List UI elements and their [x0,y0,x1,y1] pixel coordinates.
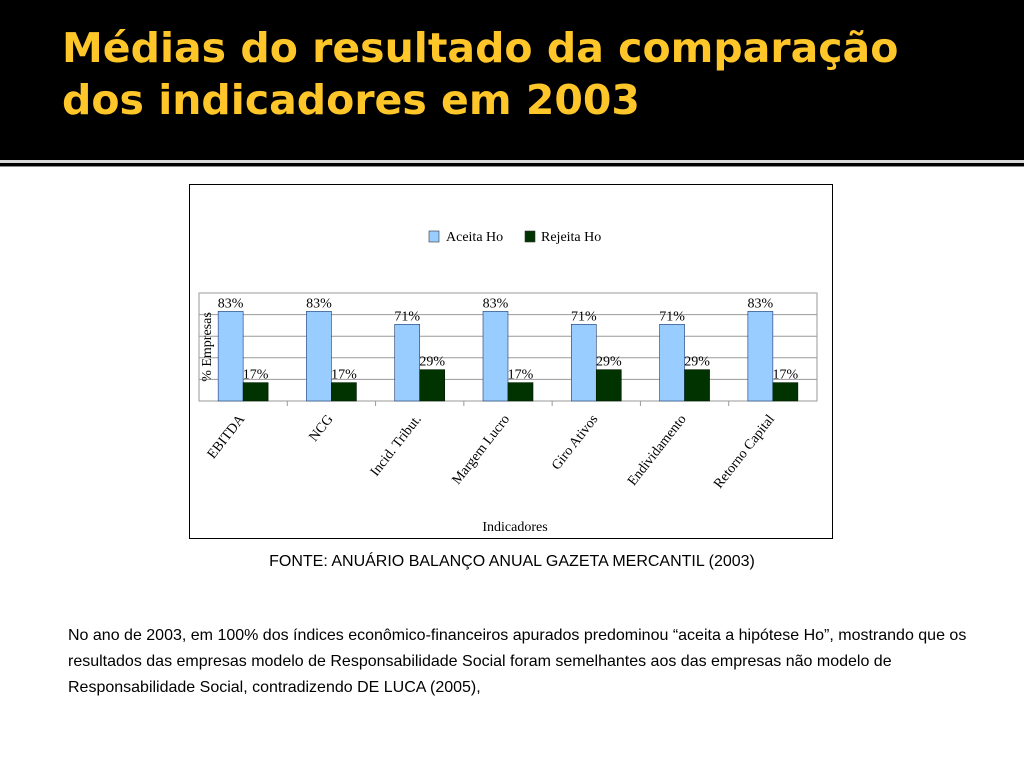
data-label: 83% [306,296,332,311]
bar-aceita [659,324,685,402]
title-line-2: dos indicadores em 2003 [62,76,640,124]
bar-rejeita [684,369,710,402]
data-label: 71% [394,309,420,324]
bar-rejeita [507,382,534,402]
legend-swatch-rejeita [524,230,536,243]
bar-aceita [482,311,509,402]
bar-rejeita [331,382,357,402]
data-label: 83% [483,296,509,311]
data-label: 17% [243,368,269,383]
x-tick-label: Incid. Tribut. [368,412,425,479]
slide-title: Médias do resultado da comparação dos in… [62,22,1002,126]
data-label: 29% [684,355,710,370]
bar-aceita [394,324,421,402]
bar-chart: 83% 17% EBITDA 83% 17% NCG 71% 29% Incid. Tribut… [198,230,818,535]
x-tick-label: NCG [307,412,337,445]
data-label: 71% [571,309,597,324]
body-paragraph: No ano de 2003, em 100% dos índices econ… [68,627,967,696]
title-divider-thin [0,166,1024,167]
data-label: 29% [596,355,622,370]
legend-label: Aceita Ho [446,230,503,245]
data-label: 17% [773,368,799,383]
bar-aceita [570,324,597,402]
data-label: 29% [419,355,445,370]
bar-rejeita [419,369,446,402]
data-label: 17% [508,368,534,383]
slide-content: 83% 17% EBITDA 83% 17% NCG 71% 29% Incid. Tribut… [0,167,1024,768]
data-label: 83% [218,296,244,311]
data-label: 17% [331,368,357,383]
x-tick-label: Giro Ativos [549,412,601,473]
x-tick-label: Margem Lucro [450,412,514,488]
bar-rejeita [595,369,622,402]
title-line-1: Médias do resultado da comparação [62,24,899,72]
x-tick-label: Endividamento [625,412,689,489]
legend-swatch-aceita [428,230,440,243]
bar-rejeita [242,382,269,402]
bar-aceita [306,311,332,402]
source-caption: FONTE: ANUÁRIO BALANÇO ANUAL GAZETA MERC… [269,553,755,570]
chart-frame: 83% 17% EBITDA 83% 17% NCG 71% 29% Incid. Tribut… [189,184,833,539]
y-axis-label: % Empresas [200,312,215,382]
bar-aceita [747,311,774,402]
data-label: 71% [659,309,685,324]
bar-rejeita [772,382,799,402]
x-tick-label: Retorno Capital [711,412,778,491]
title-divider [0,160,1024,163]
x-tick-label: EBITDA [205,412,249,462]
bar-aceita [217,311,244,402]
legend-label: Rejeita Ho [541,230,601,245]
x-axis-label: Indicadores [482,520,547,535]
data-label: 83% [748,296,774,311]
